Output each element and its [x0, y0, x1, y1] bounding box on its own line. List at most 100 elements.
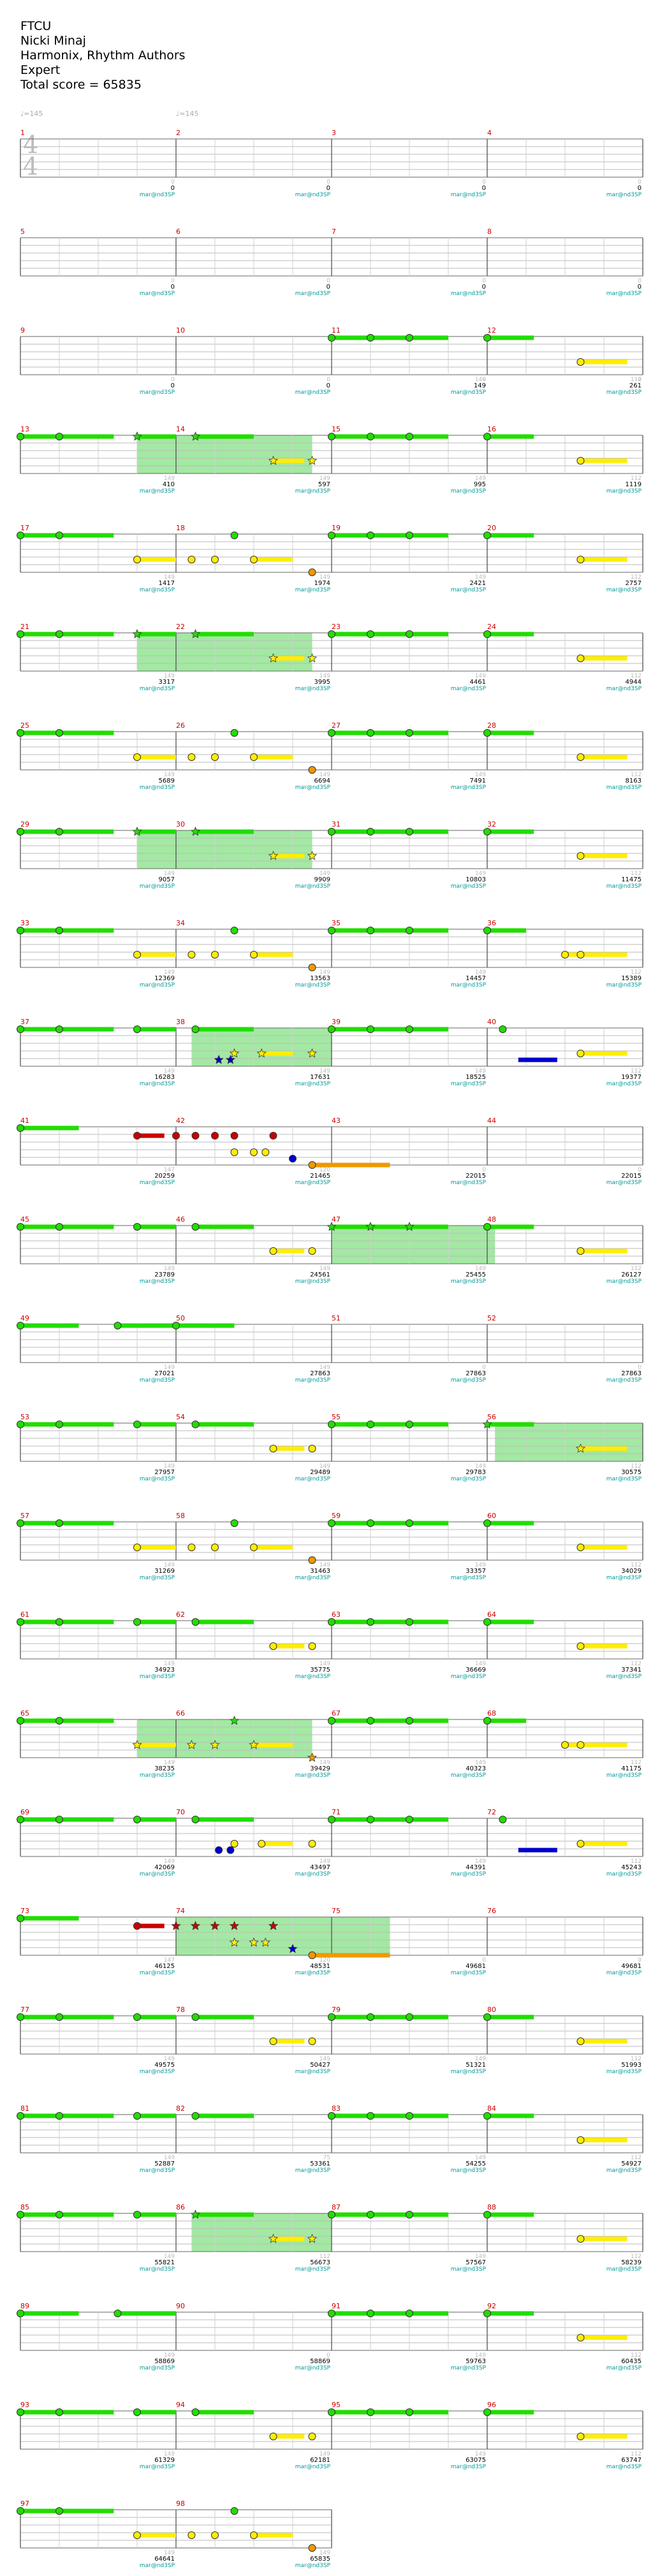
measure-label: mar@nd3SP — [295, 785, 331, 791]
gem-icon — [133, 556, 141, 563]
measure-score: 0 — [171, 382, 175, 389]
star-note-icon — [365, 1221, 376, 1231]
measure-score: 52887 — [154, 2160, 175, 2167]
gem-icon — [289, 1155, 297, 1162]
gem-icon — [17, 828, 24, 836]
measure-label: mar@nd3SP — [140, 1278, 175, 1285]
star-note-icon — [190, 431, 201, 441]
sustain-bar — [409, 1521, 448, 1526]
gem-icon — [406, 2112, 413, 2120]
gem-icon — [406, 1025, 413, 1033]
sustain-bar — [20, 434, 59, 439]
sustain-bar — [332, 1027, 371, 1032]
gem-icon — [133, 1816, 141, 1823]
measure-score: 38235 — [154, 1765, 175, 1772]
gem-icon — [17, 1421, 24, 1428]
gem-icon — [55, 729, 63, 737]
measure-score: 0 — [171, 185, 175, 192]
measure-number: 90 — [176, 2302, 185, 2310]
measure-score: 19377 — [621, 1074, 642, 1081]
sustain-bar — [195, 1224, 254, 1229]
measure-number: 26 — [176, 721, 185, 730]
tick-count: 0 — [638, 179, 642, 185]
measure-number: 64 — [487, 1610, 496, 1619]
gem-icon — [172, 1132, 180, 1140]
measure-label: mar@nd3SP — [606, 1081, 642, 1087]
gem-icon — [499, 1816, 507, 1823]
sustain-bar — [580, 557, 627, 562]
sustain-bar — [59, 2015, 114, 2020]
measure-number: 44 — [487, 1117, 496, 1125]
gem-icon — [367, 630, 374, 638]
measure-label: mar@nd3SP — [451, 1674, 487, 1680]
measure-label: mar@nd3SP — [140, 1476, 175, 1482]
measure-label: mar@nd3SP — [451, 1575, 487, 1581]
sustain-bar — [59, 1718, 114, 1723]
measure-number: 72 — [487, 1808, 496, 1816]
note-count: 149 — [164, 2254, 175, 2260]
star-note-icon — [190, 2209, 201, 2219]
note-count: 149 — [164, 1858, 175, 1865]
sustain-bar — [254, 1742, 293, 1747]
measure-label: mar@nd3SP — [140, 2266, 175, 2273]
gem-icon — [250, 1544, 258, 1551]
measure-number: 40 — [487, 1018, 496, 1026]
measure-label: mar@nd3SP — [606, 587, 642, 593]
gem-icon — [172, 1322, 180, 1329]
measure-number: 1 — [20, 129, 25, 137]
star-note-icon — [229, 1937, 240, 1947]
note-count: 149 — [475, 772, 486, 778]
gem-icon — [308, 1556, 316, 1564]
sustain-bar — [371, 1224, 409, 1229]
sustain-bar — [59, 632, 114, 637]
gem-icon — [17, 630, 24, 638]
sustain-bar — [137, 1817, 176, 1822]
gem-icon — [211, 753, 219, 761]
gem-icon — [230, 927, 238, 934]
measure-score: 35775 — [310, 1667, 330, 1674]
measure-label: mar@nd3SP — [606, 1575, 642, 1581]
sustain-bar — [20, 632, 59, 637]
measure-label: mar@nd3SP — [140, 2167, 175, 2174]
gem-icon — [250, 2531, 258, 2539]
note-count: 149 — [475, 1266, 486, 1272]
measure-score: 39429 — [310, 1765, 330, 1772]
star-note-icon — [249, 1739, 259, 1749]
star-note-icon — [132, 1739, 142, 1749]
measure-label: mar@nd3SP — [451, 1970, 487, 1976]
sustain-bar — [20, 1619, 59, 1624]
sustain-bar — [332, 2410, 371, 2415]
sustain-bar — [176, 1323, 235, 1328]
gem-icon — [133, 1618, 141, 1626]
gem-icon — [230, 1840, 238, 1848]
measure-number: 81 — [20, 2104, 29, 2113]
measure-label: mar@nd3SP — [140, 785, 175, 791]
measure-number: 17 — [20, 524, 29, 532]
gem-icon — [17, 2211, 24, 2218]
measure-label: mar@nd3SP — [295, 686, 331, 692]
sustain-bar — [137, 829, 176, 834]
gem-icon — [367, 532, 374, 539]
sustain-bar — [565, 1742, 581, 1747]
measure-label: mar@nd3SP — [295, 488, 331, 495]
gem-icon — [328, 1421, 335, 1428]
note-count: 149 — [319, 1858, 330, 1865]
measure-number: 67 — [332, 1709, 341, 1718]
measure-number: 56 — [487, 1413, 496, 1421]
measure-score: 5689 — [159, 778, 175, 785]
gem-icon — [55, 2408, 63, 2416]
gem-icon — [406, 1618, 413, 1626]
measure-number: 12 — [487, 326, 496, 335]
gem-icon — [483, 433, 491, 440]
tick-count: 0 — [326, 377, 330, 383]
sustain-bar — [580, 656, 627, 661]
star-note-icon — [210, 1920, 220, 1930]
sustain-bar — [580, 2434, 627, 2439]
sustain-bar — [371, 1521, 409, 1526]
measure-label: mar@nd3SP — [140, 587, 175, 593]
tick-count: 0 — [482, 1364, 486, 1371]
measure-score: 27863 — [621, 1370, 642, 1377]
star-note-icon — [132, 628, 142, 639]
sustain-bar — [195, 1619, 254, 1624]
measure-number: 77 — [20, 2006, 29, 2014]
